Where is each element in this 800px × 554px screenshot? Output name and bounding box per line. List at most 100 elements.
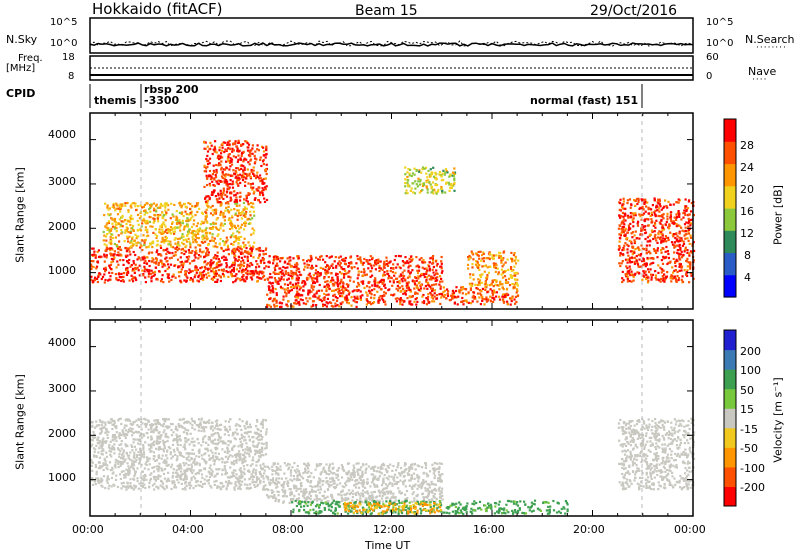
scatter-cell (624, 242, 627, 245)
scatter-cell (201, 485, 204, 488)
scatter-cell (630, 204, 633, 207)
scatter-cell (240, 483, 243, 486)
scatter-cell (100, 277, 103, 281)
scatter-cell (370, 289, 374, 292)
scatter-cell (126, 254, 129, 257)
scatter-cell (191, 471, 194, 474)
scatter-cell (339, 280, 342, 283)
scatter-cell (251, 188, 254, 191)
scatter-cell (326, 297, 329, 300)
scatter-cell (423, 183, 426, 186)
scatter-cell (116, 260, 119, 263)
scatter-cell (381, 297, 384, 300)
scatter-cell (444, 168, 448, 171)
scatter-cell (252, 232, 255, 235)
scatter-cell (287, 273, 290, 276)
scatter-cell (621, 249, 624, 252)
scatter-cell (186, 223, 189, 226)
scatter-cell (488, 251, 491, 254)
scatter-cell (209, 239, 212, 243)
scatter-cell (191, 441, 194, 444)
scatter-cell (216, 246, 219, 249)
scatter-cell (254, 471, 257, 474)
scatter-cell (396, 284, 399, 287)
scatter-cell (230, 265, 233, 268)
scatter-cell (517, 259, 520, 262)
scatter-cell (404, 178, 407, 181)
scatter-cell (628, 265, 631, 268)
scatter-cell (334, 288, 337, 292)
scatter-cell (500, 261, 503, 264)
scatter-cell (404, 256, 407, 259)
scatter-cell (106, 475, 109, 478)
scatter-cell (510, 300, 513, 303)
scatter-cell (213, 147, 217, 150)
scatter-cell (176, 226, 179, 229)
scatter-cell (141, 248, 144, 252)
scatter-cell (136, 228, 140, 232)
scatter-cell (189, 242, 192, 245)
scatter-cell (256, 148, 259, 151)
scatter-cell (126, 229, 129, 232)
scatter-cell (222, 187, 225, 190)
scatter-cell (163, 429, 166, 432)
scatter-cell (404, 166, 407, 169)
scatter-cell (159, 204, 162, 207)
scatter-cell (440, 277, 443, 280)
scatter-cell (683, 209, 686, 212)
scatter-cell (212, 429, 215, 432)
scatter-cell (687, 232, 691, 235)
scatter-cell (105, 254, 108, 257)
scatter-cell (446, 171, 449, 174)
scatter-cell (319, 255, 322, 258)
scatter-cell (654, 223, 657, 226)
scatter-cell (265, 172, 268, 176)
scatter-cell (365, 273, 368, 276)
scatter-cell (259, 201, 262, 204)
scatter-cell (304, 281, 307, 284)
scatter-cell (254, 269, 257, 272)
scatter-cell (239, 191, 242, 194)
scatter-cell (632, 217, 635, 220)
scatter-cell (279, 260, 282, 263)
scatter-cell (465, 288, 468, 291)
scatter-cell (312, 285, 316, 288)
scatter-cell (107, 213, 110, 216)
scatter-cell (200, 220, 203, 223)
scatter-cell (675, 215, 679, 218)
scatter-cell (115, 439, 118, 443)
scatter-cell (127, 486, 130, 489)
scatter-cell (332, 279, 335, 282)
scatter-cell (262, 163, 265, 166)
scatter-cell (478, 296, 481, 299)
scatter-cell (230, 447, 234, 450)
scatter-cell (238, 168, 241, 171)
scatter-cell (185, 256, 188, 259)
scatter-cell (241, 480, 244, 483)
scatter-cell (161, 265, 164, 268)
scatter-cell (206, 184, 209, 187)
scatter-cell (684, 206, 687, 209)
scatter-cell (237, 258, 240, 261)
scatter-cell (126, 267, 129, 270)
scatter-cell (475, 252, 478, 255)
scatter-cell (215, 168, 218, 172)
scatter-cell (516, 283, 519, 286)
scatter-cell (228, 143, 231, 146)
scatter-cell (238, 204, 241, 207)
scatter-cell (172, 448, 175, 451)
scatter-cell (339, 292, 343, 295)
scatter-cell (427, 169, 430, 172)
scatter-cell (178, 222, 181, 225)
scatter-cell (215, 210, 218, 213)
scatter-cell (239, 199, 242, 202)
scatter-cell (507, 277, 511, 280)
scatter-cell (129, 427, 132, 430)
scatter-cell (205, 235, 208, 238)
scatter-cell (618, 224, 621, 227)
scatter-cell (494, 266, 497, 270)
scatter-cell (205, 276, 208, 279)
scatter-cell (347, 293, 350, 296)
scatter-cell (671, 221, 674, 225)
scatter-cell (396, 289, 400, 292)
